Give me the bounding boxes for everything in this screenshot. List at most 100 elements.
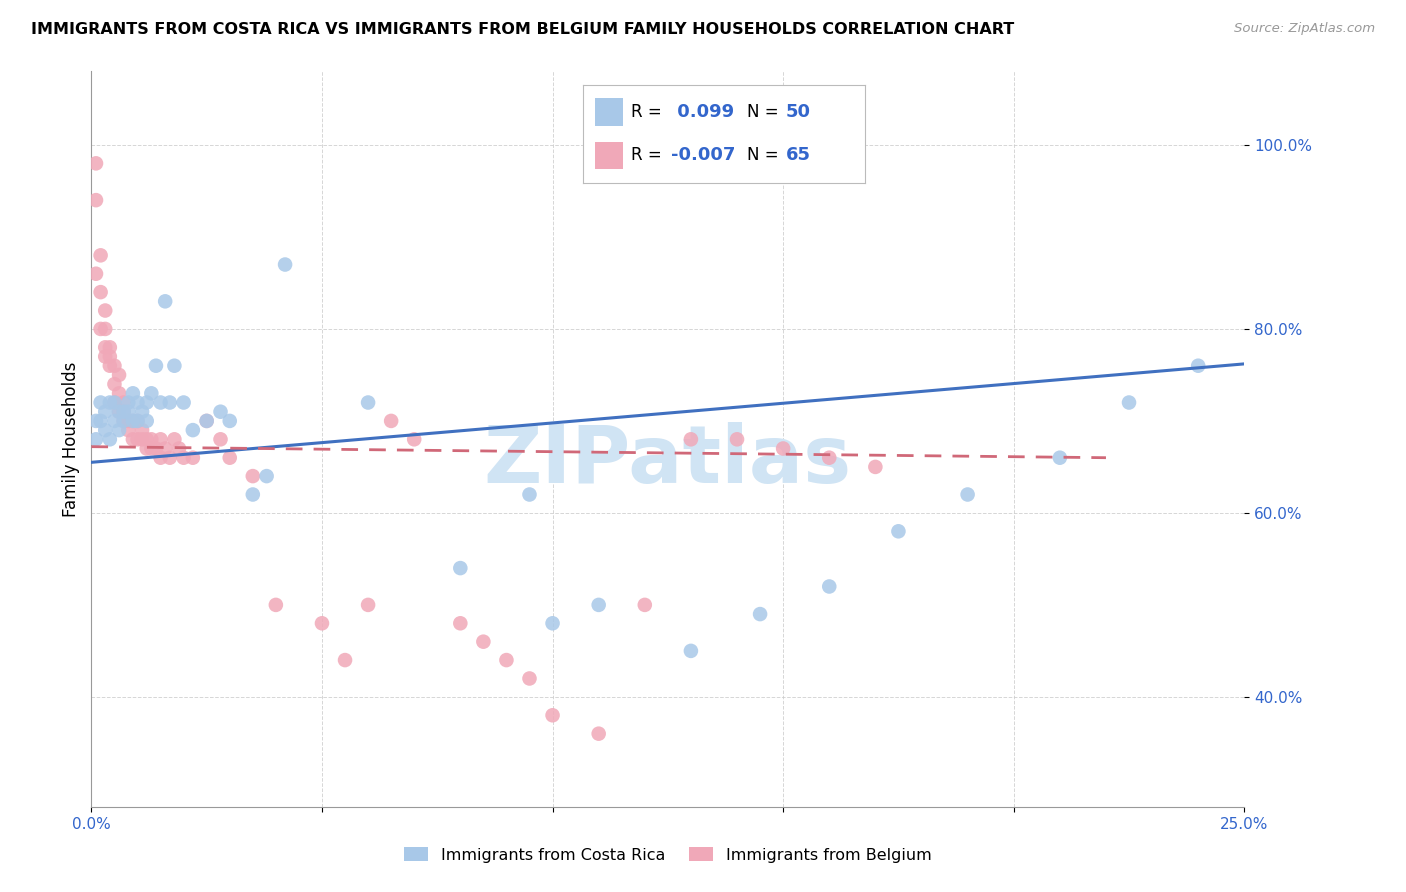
Point	[122, 414, 145, 428]
Point	[112, 405, 135, 419]
Point	[588, 726, 610, 740]
Point	[380, 414, 402, 428]
Point	[818, 580, 841, 594]
Point	[1118, 395, 1140, 409]
Point	[127, 432, 149, 446]
Point	[145, 442, 167, 456]
Point	[449, 616, 471, 631]
Point	[495, 653, 517, 667]
Point	[108, 368, 131, 382]
Point	[818, 450, 841, 465]
Point	[173, 450, 195, 465]
Point	[112, 414, 135, 428]
Point	[634, 598, 657, 612]
Point	[159, 395, 181, 409]
Point	[103, 414, 125, 428]
Point	[94, 340, 117, 354]
Point	[112, 395, 135, 409]
Point	[90, 395, 112, 409]
Point	[209, 432, 232, 446]
Point	[108, 423, 131, 437]
Point	[749, 607, 772, 621]
Point	[149, 395, 172, 409]
Point	[127, 414, 149, 428]
Point	[679, 432, 702, 446]
Point	[131, 432, 153, 446]
Point	[135, 432, 157, 446]
Point	[145, 359, 167, 373]
Point	[131, 423, 153, 437]
Legend: Immigrants from Costa Rica, Immigrants from Belgium: Immigrants from Costa Rica, Immigrants f…	[398, 841, 938, 869]
Point	[108, 386, 131, 401]
Bar	[595, 142, 623, 169]
Point	[84, 156, 107, 170]
Point	[141, 442, 163, 456]
Point	[1187, 359, 1209, 373]
Point	[122, 414, 145, 428]
Text: 50: 50	[786, 103, 811, 121]
Text: 0.099: 0.099	[671, 103, 734, 121]
Point	[90, 414, 112, 428]
Point	[98, 359, 121, 373]
Point	[404, 432, 426, 446]
Point	[195, 414, 218, 428]
Point	[94, 423, 117, 437]
Point	[887, 524, 910, 539]
Point	[519, 672, 541, 686]
Point	[141, 432, 163, 446]
Point	[449, 561, 471, 575]
Point	[264, 598, 287, 612]
Point	[1049, 450, 1071, 465]
Point	[90, 285, 112, 300]
Point	[956, 487, 979, 501]
Point	[181, 423, 204, 437]
Point	[209, 405, 232, 419]
Point	[274, 258, 297, 272]
Point	[195, 414, 218, 428]
Point	[173, 395, 195, 409]
Point	[725, 432, 748, 446]
Point	[117, 414, 139, 428]
Point	[135, 442, 157, 456]
Point	[181, 450, 204, 465]
Point	[117, 395, 139, 409]
Point	[90, 248, 112, 262]
Point	[117, 405, 139, 419]
Point	[108, 405, 131, 419]
Point	[90, 322, 112, 336]
Point	[112, 405, 135, 419]
Point	[94, 405, 117, 419]
Point	[103, 359, 125, 373]
Bar	[595, 98, 623, 126]
Text: -0.007: -0.007	[671, 146, 735, 164]
Point	[135, 395, 157, 409]
Point	[94, 350, 117, 364]
Point	[98, 432, 121, 446]
Point	[127, 395, 149, 409]
Text: N =: N =	[747, 146, 778, 164]
Point	[472, 634, 495, 648]
Point	[149, 450, 172, 465]
Point	[141, 386, 163, 401]
Point	[357, 395, 380, 409]
Point	[98, 350, 121, 364]
Point	[163, 359, 186, 373]
Point	[588, 598, 610, 612]
Point	[84, 267, 107, 281]
Point	[541, 616, 564, 631]
Point	[103, 395, 125, 409]
Point	[149, 432, 172, 446]
Y-axis label: Family Households: Family Households	[62, 361, 80, 517]
Point	[112, 414, 135, 428]
Point	[311, 616, 333, 631]
Point	[153, 442, 176, 456]
Point	[519, 487, 541, 501]
Text: R =: R =	[631, 146, 662, 164]
Point	[117, 423, 139, 437]
Point	[242, 469, 264, 483]
Point	[333, 653, 356, 667]
Point	[127, 414, 149, 428]
Point	[218, 450, 240, 465]
Point	[131, 405, 153, 419]
Point	[84, 193, 107, 207]
